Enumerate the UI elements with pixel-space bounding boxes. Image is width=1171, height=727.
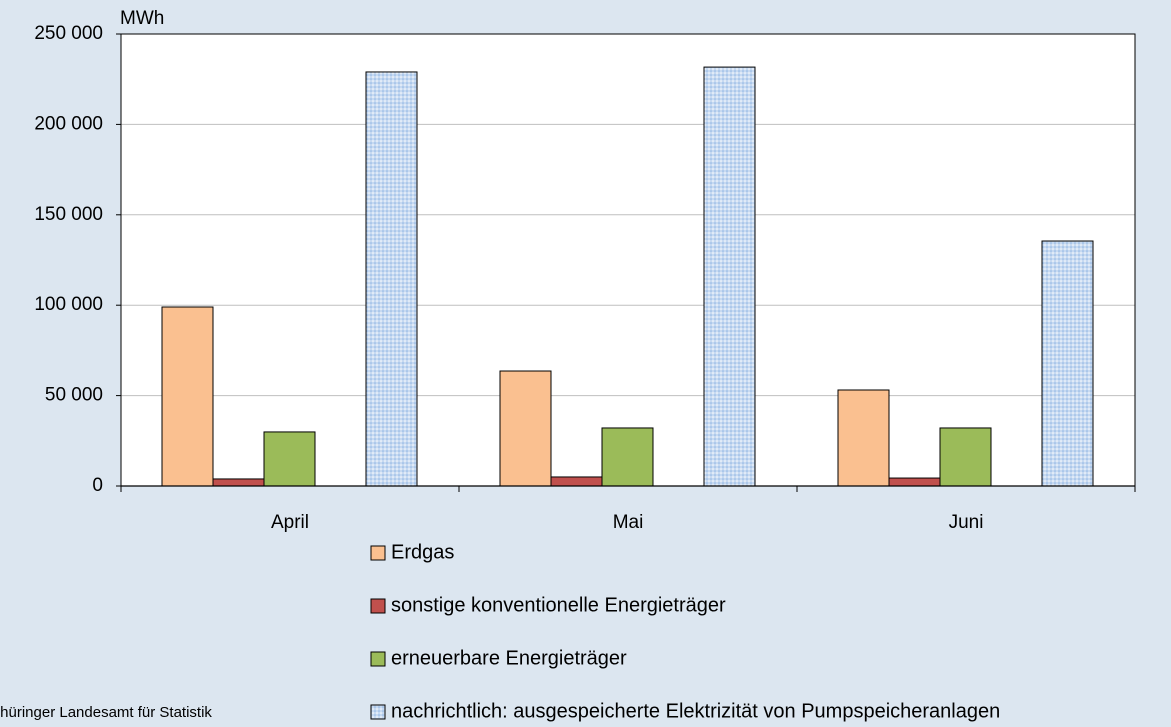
source: Thüringer Landesamt für Statistik <box>0 704 212 721</box>
x-tick-label: April <box>271 512 309 533</box>
legend-swatch <box>370 598 386 614</box>
bar <box>601 427 654 487</box>
bar <box>550 476 603 487</box>
legend-label: sonstige konventionelle Energieträger <box>391 594 726 616</box>
bar <box>365 71 418 487</box>
plot-area <box>121 34 1135 486</box>
x-tick-label: Juni <box>949 512 984 533</box>
y-tick-label: 250 000 <box>34 23 103 44</box>
legend-label: Erdgas <box>391 541 454 563</box>
unit-label: MWh <box>120 8 164 29</box>
bar <box>703 66 756 487</box>
bar <box>212 478 265 487</box>
legend-swatch <box>370 704 386 720</box>
bar <box>1041 240 1094 487</box>
y-tick-label: 0 <box>92 475 103 496</box>
y-tick-label: 150 000 <box>34 204 103 225</box>
bar <box>939 427 992 487</box>
bar <box>499 370 552 487</box>
y-tick-label: 100 000 <box>34 294 103 315</box>
y-tick-label: 200 000 <box>34 113 103 134</box>
y-tick-label: 50 000 <box>45 385 103 406</box>
legend-swatch <box>370 651 386 667</box>
legend-label: erneuerbare Energieträger <box>391 647 627 669</box>
bar <box>837 389 890 487</box>
legend-swatch <box>370 545 386 561</box>
bar <box>161 306 214 487</box>
x-tick-label: Mai <box>613 512 644 533</box>
bar <box>888 477 941 487</box>
bar <box>263 431 316 487</box>
legend-label: nachrichtlich: ausgespeicherte Elektrizi… <box>391 700 1000 722</box>
